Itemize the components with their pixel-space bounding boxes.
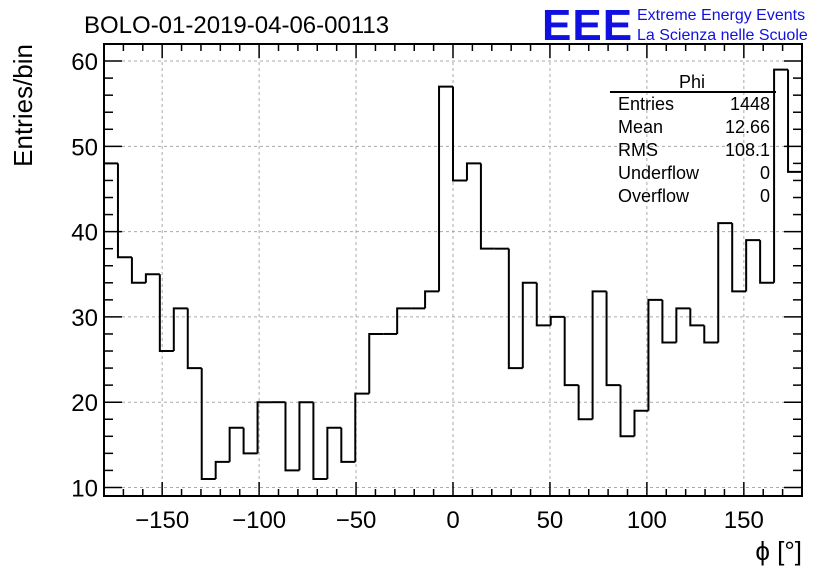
histogram-bin: [200, 368, 216, 480]
histogram-bin: [144, 273, 160, 283]
histogram-bin: [424, 290, 440, 309]
x-tick-label: −150: [135, 507, 189, 534]
x-tick-label: −100: [232, 507, 286, 534]
histogram-bin: [242, 427, 258, 455]
histogram-bin: [326, 426, 342, 479]
histogram-bin: [368, 332, 384, 394]
histogram-bin: [745, 239, 761, 292]
y-tick-label: 40: [71, 220, 98, 247]
histogram-bin: [703, 325, 719, 344]
histogram-bin: [549, 315, 565, 326]
y-tick-label: 20: [71, 390, 98, 417]
histogram-bin: [521, 281, 537, 369]
x-tick-label: −50: [336, 507, 377, 534]
chart-title: BOLO-01-2019-04-06-00113: [84, 12, 389, 39]
histogram-bin: [577, 385, 593, 421]
histogram-bin: [284, 402, 300, 472]
histogram-bin: [298, 401, 314, 471]
histogram-bin: [689, 308, 705, 327]
x-axis-label: ϕ [°]: [755, 536, 802, 566]
histogram-bin: [396, 307, 412, 334]
stats-entries-value: 1448: [730, 94, 770, 114]
x-tick-label: 50: [537, 507, 564, 534]
axes: −150 −100 −50 0 50 100 150 10 20 30 40 50 60: [71, 43, 803, 534]
logo-mark: EEE: [542, 1, 633, 50]
y-axis-label: Entries/bin: [8, 44, 38, 167]
histogram-bin: [452, 86, 467, 182]
stats-underflow-value: 0: [760, 163, 770, 183]
histogram-bin: [438, 85, 453, 292]
histogram-bin: [619, 385, 635, 438]
stats-rms-label: RMS: [618, 140, 658, 160]
y-tick-label: 10: [71, 475, 98, 502]
histogram-bin: [340, 427, 356, 463]
histogram-bin: [535, 282, 551, 327]
histogram-bin: [591, 290, 607, 420]
histogram-bin: [731, 223, 747, 293]
histogram-bin: [354, 392, 370, 462]
x-tick-label: 150: [724, 507, 764, 534]
histogram-bin: [103, 162, 118, 496]
histogram-bin: [479, 163, 495, 250]
x-tick-label: 0: [446, 507, 459, 534]
stats-box: Phi Entries 1448 Mean 12.66 RMS 108.1 Un…: [610, 72, 776, 206]
stats-rms-value: 108.1: [725, 140, 770, 160]
histogram-bin: [633, 409, 649, 437]
histogram-bin: [563, 316, 579, 387]
histogram-bin: [158, 274, 174, 353]
y-tick-label: 30: [71, 305, 98, 332]
histogram-bin: [172, 307, 188, 352]
histogram-bars: [103, 68, 803, 496]
histogram-bin: [256, 401, 272, 454]
histogram-bin: [465, 162, 481, 181]
plot-frame: [103, 43, 803, 497]
histogram-bin: [130, 257, 146, 284]
stats-mean-value: 12.66: [725, 117, 770, 137]
stats-mean-label: Mean: [618, 117, 663, 137]
histogram-bin: [186, 308, 202, 370]
stats-box-title: Phi: [679, 72, 705, 92]
histogram-bin: [675, 307, 691, 343]
stats-underflow-label: Underflow: [618, 163, 700, 183]
y-tick-label: 60: [71, 49, 98, 76]
x-tick-label: 100: [627, 507, 667, 534]
histogram-bin: [759, 240, 775, 284]
histogram-bin: [773, 68, 789, 283]
histogram-bin: [717, 222, 733, 343]
histogram-bin: [661, 299, 677, 344]
eee-logo: EEE Extreme Energy Events La Scienza nel…: [542, 1, 808, 50]
logo-line1: Extreme Energy Events: [637, 7, 805, 24]
stats-overflow-value: 0: [760, 186, 770, 206]
histogram-bin: [605, 291, 621, 387]
y-tick-label: 50: [71, 134, 98, 161]
histogram-bin: [647, 298, 663, 411]
stats-entries-label: Entries: [618, 94, 674, 114]
logo-line2: La Scienza nelle Scuole: [637, 27, 808, 44]
histogram-bin: [214, 460, 230, 479]
histogram-bin: [116, 163, 132, 259]
histogram-bin: [312, 402, 328, 480]
histogram-bin: [507, 248, 523, 370]
histogram-bin: [228, 426, 244, 462]
stats-overflow-label: Overflow: [618, 186, 690, 206]
